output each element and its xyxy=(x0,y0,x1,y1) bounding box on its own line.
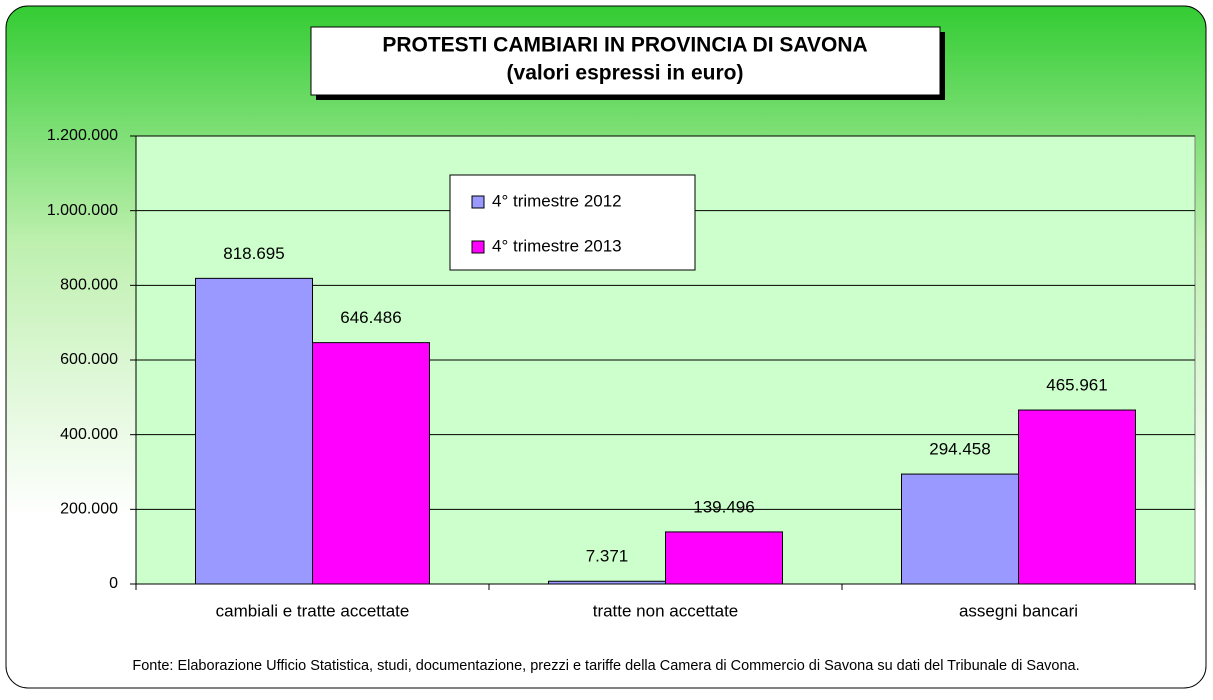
data-label: 818.695 xyxy=(223,244,284,263)
y-tick-label: 200.000 xyxy=(60,501,118,518)
chart-subtitle: (valori espressi in euro) xyxy=(507,62,744,85)
data-label: 294.458 xyxy=(929,440,990,459)
x-tick-label: assegni bancari xyxy=(959,601,1078,620)
x-tick-label: cambiali e tratte accettate xyxy=(216,601,410,620)
data-label: 465.961 xyxy=(1046,376,1107,395)
bar xyxy=(665,531,783,585)
data-label: 139.496 xyxy=(693,497,754,516)
chart-title: PROTESTI CAMBIARI IN PROVINCIA DI SAVONA xyxy=(382,34,867,57)
bar xyxy=(1018,409,1136,585)
bar xyxy=(548,580,666,585)
y-tick-label: 0 xyxy=(109,575,118,592)
legend-swatch xyxy=(471,195,485,209)
source-note: Fonte: Elaborazione Ufficio Statistica, … xyxy=(132,658,1079,674)
title-box xyxy=(310,26,941,96)
legend-label: 4° trimestre 2013 xyxy=(492,236,622,255)
y-tick-label: 400.000 xyxy=(60,426,118,443)
data-label: 7.371 xyxy=(586,547,629,566)
y-tick-label: 800.000 xyxy=(60,277,118,294)
bar xyxy=(195,277,313,585)
y-tick-label: 600.000 xyxy=(60,351,118,368)
y-tick-label: 1.200.000 xyxy=(47,127,118,144)
legend-label: 4° trimestre 2012 xyxy=(492,191,622,210)
bar xyxy=(312,342,430,585)
bar xyxy=(901,473,1019,585)
x-tick-label: tratte non accettate xyxy=(593,601,739,620)
y-tick-label: 1.000.000 xyxy=(47,202,118,219)
legend-box xyxy=(449,174,696,271)
data-label: 646.486 xyxy=(340,308,401,327)
legend-swatch xyxy=(471,240,485,254)
